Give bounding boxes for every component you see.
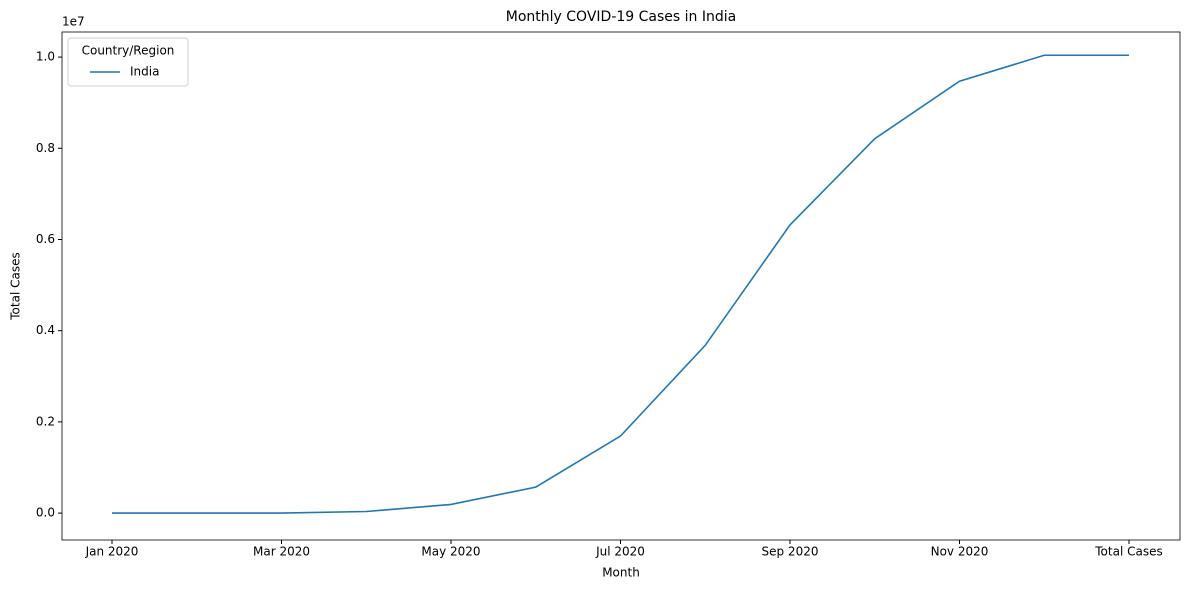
y-tick-label: 0.2	[36, 414, 55, 428]
y-tick-label: 0.0	[36, 506, 55, 520]
x-tick-label: Sep 2020	[762, 545, 819, 559]
x-tick-label: Nov 2020	[931, 545, 989, 559]
y-tick-label: 0.8	[36, 141, 55, 155]
legend-label: India	[130, 65, 159, 79]
y-offset-label: 1e7	[62, 15, 85, 29]
x-tick-label: Total Cases	[1094, 545, 1162, 559]
y-tick-label: 1.0	[36, 50, 55, 64]
y-tick-label: 0.4	[36, 323, 55, 337]
series-line	[112, 54, 1129, 514]
y-axis-label: Total Cases	[9, 252, 23, 320]
x-tick-label: Jul 2020	[595, 545, 645, 559]
legend-box	[67, 37, 189, 87]
x-tick-label: Jan 2020	[85, 545, 139, 559]
chart-title: Monthly COVID-19 Cases in India	[506, 9, 736, 25]
y-tick-label: 0.6	[36, 232, 55, 246]
x-tick-label: May 2020	[421, 545, 480, 559]
legend-title: Country/Region	[82, 44, 175, 58]
plot-frame	[61, 31, 1181, 541]
x-tick-label: Mar 2020	[253, 545, 310, 559]
x-axis-label: Month	[602, 566, 640, 580]
